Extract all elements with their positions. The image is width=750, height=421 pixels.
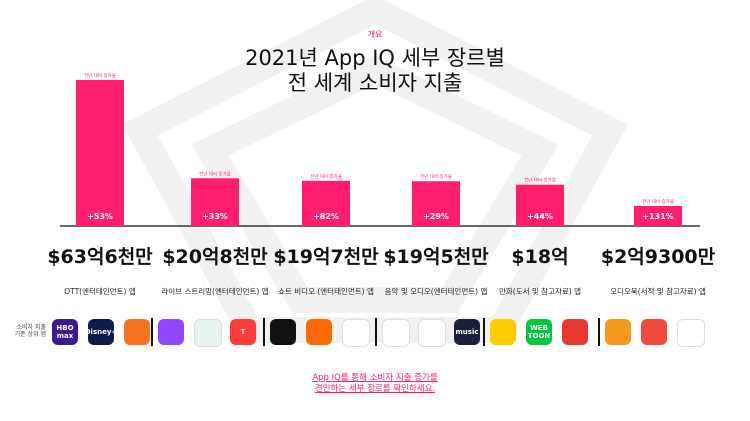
section-kicker: 개요 [367,30,383,39]
category-label-3: 음악 및 오디오(엔터테인먼트) 앱 [384,287,488,296]
amount-label-5: $2억9300만 [600,246,716,268]
title-line-2: 전 세계 소비자 지출 [287,71,463,95]
audiobook-a-icon[interactable] [677,319,705,347]
icon-group-separator [598,318,600,346]
category-label-5: 오디오북(서적 및 참고자료) 앱 [610,287,706,296]
bar-3 [412,181,460,226]
amount-label-1: $20억8천만 [162,246,268,268]
growth-caption-0: 전년 대비 증가율 [84,72,116,79]
ting-icon[interactable] [641,319,667,345]
category-label-1: 라이브 스트리밍(엔터테인먼트) 앱 [161,287,269,296]
growth-label-2: +82% [313,212,339,221]
bar-0 [76,80,124,226]
qq-music-icon[interactable] [382,319,410,347]
twitch-icon[interactable] [158,319,184,345]
category-label-0: OTT(엔터테인먼트) 앱 [64,287,136,296]
amount-label-0: $63억6천만 [47,246,153,268]
amount-label-3: $19억5천만 [383,246,489,268]
piccoma-icon[interactable] [490,319,516,345]
category-label-4: 만화(도서 및 참고자료) 앱 [498,287,581,296]
bar-chart: +53% 전년 대비 증가율 +33% 전년 대비 증가율 +82% 전년 대비 증가율 +… [60,72,700,227]
youtube-music-icon[interactable] [418,319,446,347]
footer-line-1[interactable]: App IQ를 통해 소비자 지출 증가를 [312,373,438,383]
icon-group-separator [483,318,485,346]
growth-label-5: +131% [642,212,673,221]
magazine-pocket-icon[interactable] [562,319,588,345]
live-app-icon[interactable] [194,319,222,347]
icon-group-separator [375,318,377,346]
audible-icon[interactable] [605,319,631,345]
line-webtoon-icon[interactable]: WEB TOON [526,319,552,345]
bar-4 [516,184,564,226]
amount-label-4: $18억 [511,246,569,268]
kuaishou-icon[interactable] [306,319,332,345]
likee-icon[interactable] [342,319,370,347]
hbo-max-icon[interactable]: HBO max [52,319,78,345]
growth-caption-5: 전년 대비 증가율 [642,198,674,205]
amazon-music-icon[interactable]: music [454,319,480,345]
footer-link[interactable]: App IQ를 통해 소비자 지출 증가를 견인하는 세부 장르를 확인하세요. [0,373,750,395]
growth-label-0: +53% [87,212,113,221]
growth-caption-2: 전년 대비 증가율 [310,173,342,180]
tiktok-icon[interactable] [270,319,296,345]
top-apps-label: 소비자 지출 기준 상위 앱 [14,324,46,338]
amount-label-2: $19억7천만 [273,246,379,268]
bar-2 [302,180,350,226]
crunchyroll-icon[interactable] [124,319,150,345]
growth-caption-4: 전년 대비 증가율 [524,177,556,184]
bar-5 [634,206,682,226]
category-label-2: 쇼트 비디오 (엔터테인먼트) 앱 [278,287,374,296]
growth-caption-1: 전년 대비 증가율 [199,170,231,177]
page-title: 2021년 App IQ 세부 장르별 전 세계 소비자 지출 [0,46,750,96]
icon-group-separator [151,318,153,346]
growth-label-3: +29% [423,212,449,221]
footer-line-2[interactable]: 견인하는 세부 장르를 확인하세요. [314,384,436,394]
growth-caption-3: 전년 대비 증가율 [420,173,452,180]
bar-1 [191,178,239,226]
title-line-1: 2021년 App IQ 세부 장르별 [245,46,505,70]
t-app-icon[interactable]: T [230,319,256,345]
growth-label-4: +44% [527,212,553,221]
icon-group-separator [263,318,265,346]
growth-label-1: +33% [202,212,228,221]
disney-plus-icon[interactable]: Disney+ [88,319,114,345]
